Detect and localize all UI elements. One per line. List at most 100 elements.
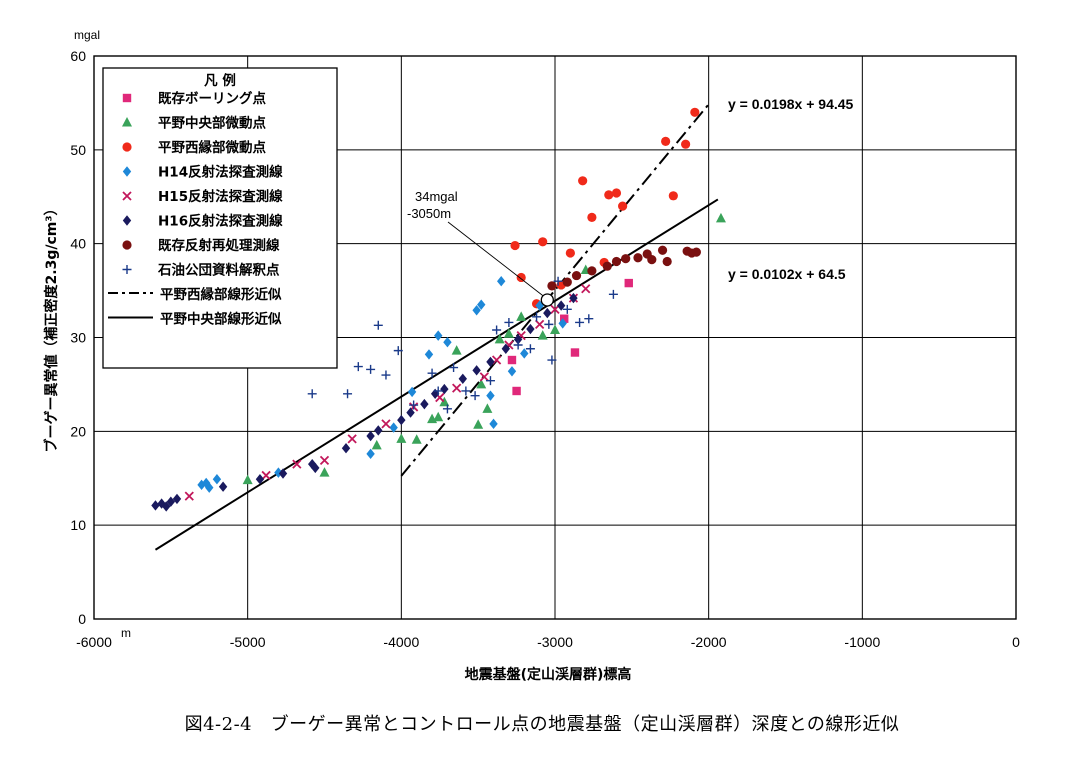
legend-marker bbox=[122, 240, 132, 250]
data-point bbox=[513, 340, 523, 350]
x-axis-label: 地震基盤(定山渓層群)標高 bbox=[465, 666, 632, 683]
data-point bbox=[562, 304, 572, 314]
data-point bbox=[397, 414, 406, 426]
data-point bbox=[553, 276, 563, 286]
data-point bbox=[504, 317, 514, 327]
x-tick-label: -2000 bbox=[691, 634, 727, 650]
data-point bbox=[319, 467, 330, 477]
data-point bbox=[343, 389, 353, 399]
data-point bbox=[691, 247, 701, 257]
series-6 bbox=[151, 292, 578, 512]
legend-label: H15反射法探査測線 bbox=[158, 188, 283, 205]
legend-marker bbox=[122, 117, 132, 127]
data-point bbox=[292, 459, 302, 469]
data-point bbox=[558, 318, 567, 329]
data-point bbox=[516, 311, 527, 321]
data-point bbox=[434, 330, 443, 341]
x-unit-label: m bbox=[121, 626, 131, 640]
legend-item: H16反射法探査測線 bbox=[122, 213, 283, 230]
legend-label: 石油公団資料解釈点 bbox=[157, 262, 280, 279]
data-point bbox=[520, 348, 529, 359]
figure-caption: 図4-2-4 ブーゲー異常とコントロール点の地震基盤（定山渓層群）深度との線形近… bbox=[184, 714, 900, 735]
data-point bbox=[366, 448, 375, 460]
data-point bbox=[587, 266, 597, 276]
data-point bbox=[543, 307, 552, 319]
axes: -6000 -5000 -4000 -3000 -2000 -1000 0 0 10 20 30 40… bbox=[70, 48, 1020, 650]
data-point bbox=[473, 419, 484, 429]
data-point bbox=[151, 500, 160, 511]
annotation-circle bbox=[540, 293, 554, 307]
data-point bbox=[516, 272, 526, 283]
data-point bbox=[472, 305, 481, 316]
data-point bbox=[507, 355, 517, 365]
data-point bbox=[433, 411, 444, 422]
legend-item: H15反射法探査測線 bbox=[122, 188, 283, 205]
y-tick-label: 50 bbox=[70, 142, 86, 158]
data-point bbox=[507, 366, 517, 377]
data-point bbox=[681, 139, 691, 149]
data-point bbox=[662, 256, 672, 267]
legend-item: 平野中央部微動点 bbox=[122, 115, 266, 132]
data-point bbox=[172, 493, 182, 505]
data-point bbox=[690, 107, 700, 117]
legend-label: 平野西縁部線形近似 bbox=[160, 286, 282, 303]
data-point bbox=[503, 328, 514, 338]
y-unit-label: mgal bbox=[74, 28, 100, 42]
data-point bbox=[550, 304, 560, 314]
y-tick-label: 10 bbox=[70, 517, 86, 533]
data-point bbox=[560, 314, 569, 323]
x-tick-label: 0 bbox=[1012, 634, 1020, 650]
data-point bbox=[381, 370, 391, 380]
series-7 bbox=[547, 245, 701, 291]
annotation-group: 34mgal -3050m bbox=[407, 189, 554, 307]
data-point bbox=[556, 300, 566, 311]
data-point bbox=[562, 277, 572, 287]
data-point bbox=[624, 278, 633, 288]
data-point bbox=[451, 345, 462, 355]
data-point bbox=[472, 365, 481, 376]
legend-item: H14反射法探査測線 bbox=[122, 164, 283, 181]
data-point bbox=[497, 276, 506, 287]
data-point bbox=[407, 386, 417, 398]
data-point bbox=[433, 386, 443, 396]
legend-marker bbox=[122, 142, 132, 152]
legend-label: 平野西縁部微動点 bbox=[158, 139, 266, 156]
legend-item: 平野中央部線形近似 bbox=[108, 311, 282, 328]
data-point bbox=[575, 317, 585, 327]
data-point bbox=[440, 383, 449, 395]
data-point bbox=[510, 240, 520, 251]
data-point bbox=[570, 348, 580, 357]
data-point bbox=[538, 237, 548, 247]
bouguer-scatter-chart: 34mgal -3050m -6000 -5000 -4000 -3000 -2000-… bbox=[43, 28, 1020, 683]
series-3 bbox=[510, 107, 700, 309]
data-point bbox=[278, 468, 288, 479]
data-point bbox=[537, 330, 548, 340]
x-tick-label: -3000 bbox=[537, 634, 573, 650]
data-point bbox=[544, 319, 554, 329]
data-point bbox=[486, 356, 495, 368]
data-point bbox=[242, 474, 253, 485]
data-point bbox=[411, 434, 422, 444]
y-tick-label: 0 bbox=[78, 611, 86, 627]
data-point bbox=[371, 439, 382, 450]
data-point bbox=[166, 496, 176, 507]
data-point bbox=[184, 491, 194, 501]
legend-title: 凡 例 bbox=[204, 72, 236, 89]
data-point bbox=[218, 481, 228, 492]
data-point bbox=[424, 349, 434, 360]
equation-central: y = 0.0102x + 64.5 bbox=[728, 266, 846, 282]
data-point bbox=[476, 378, 487, 389]
data-point bbox=[393, 346, 403, 356]
data-point bbox=[353, 362, 363, 372]
data-point bbox=[501, 343, 511, 354]
data-point bbox=[661, 136, 671, 146]
data-point bbox=[373, 320, 383, 330]
legend-marker bbox=[122, 215, 132, 226]
y-tick-label: 40 bbox=[70, 236, 86, 252]
data-point bbox=[618, 201, 628, 211]
data-point bbox=[525, 344, 535, 354]
y-tick-label: 30 bbox=[70, 330, 86, 346]
data-point bbox=[715, 212, 726, 223]
data-point bbox=[319, 455, 330, 466]
data-point bbox=[442, 404, 452, 414]
